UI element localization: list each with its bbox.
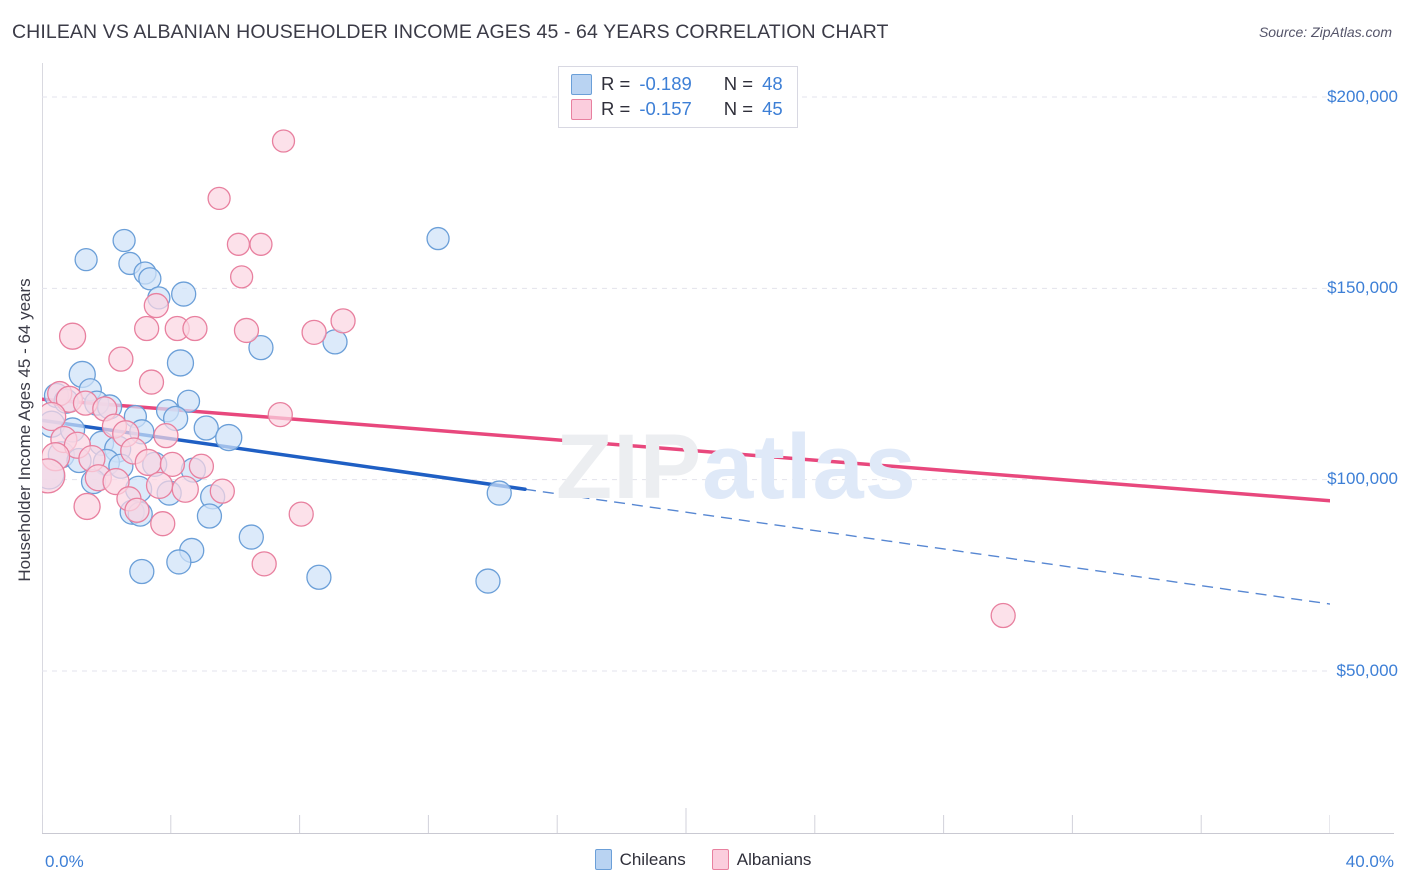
scatter-point-albanians[interactable] bbox=[251, 551, 277, 577]
series-label-chileans: Chileans bbox=[619, 849, 686, 869]
x-tick-label-max: 40.0% bbox=[1345, 852, 1394, 871]
x-axis-line bbox=[42, 833, 1394, 834]
scatter-point-chileans[interactable] bbox=[74, 247, 98, 272]
r-label-albanians: R = bbox=[601, 98, 631, 119]
scatter-point-chileans[interactable] bbox=[171, 281, 197, 307]
scatter-point-albanians[interactable] bbox=[226, 232, 251, 256]
scatter-point-albanians[interactable] bbox=[207, 186, 231, 211]
scatter-point-chileans[interactable] bbox=[306, 564, 332, 590]
series-swatch-albanians-icon bbox=[711, 849, 729, 870]
scatter-point-albanians[interactable] bbox=[73, 492, 101, 521]
series-swatch-chileans-icon bbox=[594, 849, 612, 870]
scatter-point-chileans[interactable] bbox=[193, 415, 219, 441]
scatter-point-albanians[interactable] bbox=[301, 319, 327, 345]
scatter-point-albanians[interactable] bbox=[138, 369, 165, 395]
scatter-point-albanians[interactable] bbox=[145, 471, 174, 500]
scatter-svg bbox=[42, 96, 1330, 833]
scatter-point-albanians[interactable] bbox=[271, 129, 296, 153]
scatter-point-albanians[interactable] bbox=[124, 497, 150, 523]
scatter-point-chileans[interactable] bbox=[238, 524, 264, 550]
scatter-point-albanians[interactable] bbox=[108, 346, 134, 372]
series-legend-item-chileans[interactable]: Chileans bbox=[594, 849, 686, 870]
series-legend: Chileans Albanians bbox=[0, 849, 1406, 870]
scatter-point-albanians[interactable] bbox=[249, 232, 273, 256]
n-value-chileans: 48 bbox=[762, 73, 783, 94]
legend-swatch-chileans-icon bbox=[571, 73, 592, 95]
y-axis-line bbox=[42, 63, 43, 833]
scatter-point-albanians[interactable] bbox=[134, 315, 160, 342]
x-tick-label-min: 0.0% bbox=[45, 852, 84, 871]
scatter-point-albanians[interactable] bbox=[209, 478, 235, 504]
scatter-point-albanians[interactable] bbox=[229, 265, 254, 289]
scatter-point-albanians[interactable] bbox=[42, 458, 66, 494]
scatter-point-albanians[interactable] bbox=[171, 475, 199, 503]
page-title: CHILEAN VS ALBANIAN HOUSEHOLDER INCOME A… bbox=[12, 21, 889, 43]
scatter-point-chileans[interactable] bbox=[215, 423, 243, 452]
scatter-point-albanians[interactable] bbox=[58, 322, 87, 350]
scatter-point-albanians[interactable] bbox=[288, 501, 314, 527]
scatter-point-albanians[interactable] bbox=[42, 401, 67, 432]
y-tick-label-150000: $150,000 bbox=[1327, 278, 1398, 297]
series-label-albanians: Albanians bbox=[736, 849, 812, 869]
scatter-point-albanians[interactable] bbox=[134, 448, 162, 477]
n-value-albanians: 45 bbox=[762, 98, 783, 119]
r-label-chileans: R = bbox=[601, 73, 631, 94]
scatter-point-chileans[interactable] bbox=[166, 349, 195, 377]
scatter-point-albanians[interactable] bbox=[150, 511, 176, 537]
scatter-point-chileans[interactable] bbox=[129, 558, 155, 585]
series-legend-item-albanians[interactable]: Albanians bbox=[711, 849, 812, 870]
scatter-point-chileans[interactable] bbox=[138, 267, 162, 291]
plot-area bbox=[42, 63, 1330, 833]
r-value-chileans: -0.189 bbox=[639, 73, 692, 94]
n-label-albanians: N = bbox=[723, 98, 754, 119]
y-tick-label-50000: $50,000 bbox=[1336, 661, 1398, 680]
scatter-point-albanians[interactable] bbox=[233, 317, 260, 344]
scatter-point-albanians[interactable] bbox=[143, 292, 169, 319]
source-attribution: Source: ZipAtlas.com bbox=[1258, 24, 1392, 40]
scatter-point-chileans[interactable] bbox=[426, 226, 450, 251]
scatter-point-albanians[interactable] bbox=[330, 308, 356, 334]
scatter-point-albanians[interactable] bbox=[267, 401, 293, 428]
trendline-albanians-solid bbox=[42, 397, 1330, 503]
scatter-point-chileans[interactable] bbox=[486, 480, 512, 506]
trendline-chileans-dashed bbox=[524, 488, 1330, 605]
scatter-point-chileans[interactable] bbox=[196, 503, 223, 529]
legend-swatch-albanians-icon bbox=[571, 98, 592, 120]
correlation-row-albanians: R = -0.157 N = 45 bbox=[571, 98, 783, 120]
scatter-point-chileans[interactable] bbox=[112, 228, 136, 253]
y-tick-label-200000: $200,000 bbox=[1327, 87, 1398, 106]
scatter-point-chileans[interactable] bbox=[176, 389, 201, 413]
y-axis-title: Householder Income Ages 45 - 64 years bbox=[15, 278, 34, 582]
scatter-point-albanians[interactable] bbox=[188, 453, 215, 479]
y-tick-label-100000: $100,000 bbox=[1327, 469, 1398, 488]
scatter-point-chileans[interactable] bbox=[248, 334, 274, 361]
correlation-row-chileans: R = -0.189 N = 48 bbox=[571, 73, 783, 95]
scatter-point-albanians[interactable] bbox=[153, 423, 179, 449]
r-value-albanians: -0.157 bbox=[639, 98, 692, 119]
scatter-point-chileans[interactable] bbox=[475, 568, 501, 594]
scatter-point-albanians[interactable] bbox=[159, 451, 186, 478]
scatter-point-albanians[interactable] bbox=[990, 602, 1016, 629]
correlation-legend: R = -0.189 N = 48 R = -0.157 N = 45 bbox=[558, 66, 798, 128]
scatter-point-albanians[interactable] bbox=[182, 315, 208, 342]
n-label-chileans: N = bbox=[723, 73, 754, 94]
scatter-point-chileans[interactable] bbox=[166, 549, 192, 575]
